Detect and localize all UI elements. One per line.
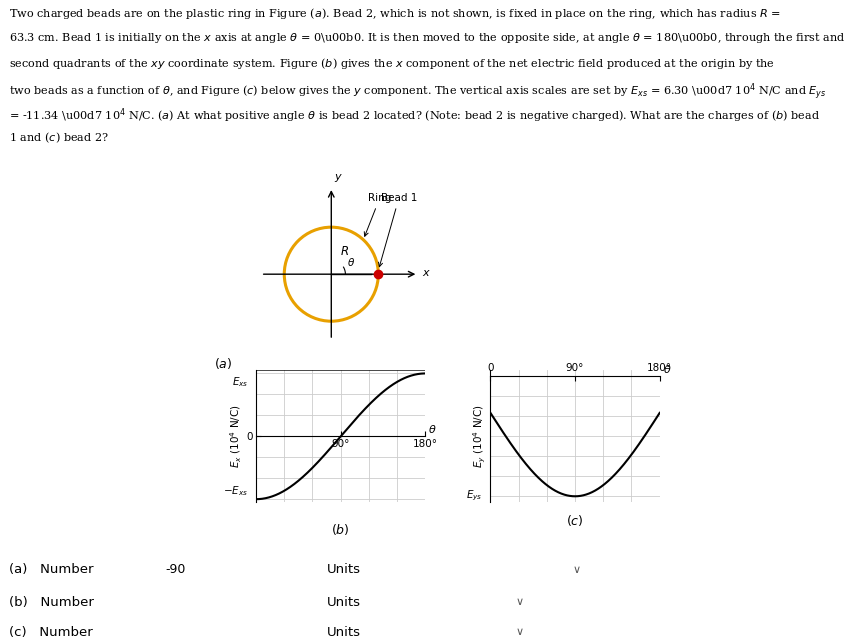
Text: $\theta$: $\theta$ <box>428 423 437 435</box>
Y-axis label: $E_y$ (10$^4$ N/C): $E_y$ (10$^4$ N/C) <box>471 404 488 468</box>
Text: i: i <box>143 626 148 639</box>
Text: $\theta$: $\theta$ <box>662 363 671 375</box>
Text: (b)   Number: (b) Number <box>9 596 94 609</box>
Text: i: i <box>143 596 148 609</box>
Text: Units: Units <box>327 564 361 576</box>
Text: ∨: ∨ <box>516 597 523 607</box>
Text: ∨: ∨ <box>573 565 582 575</box>
Text: $-E_{xs}$: $-E_{xs}$ <box>223 484 248 498</box>
Text: Ring: Ring <box>365 193 391 236</box>
Text: $(a)$: $(a)$ <box>214 356 232 371</box>
Text: 63.3 cm. Bead 1 is initially on the $x$ axis at angle $\theta$ = 0\u00b0. It is : 63.3 cm. Bead 1 is initially on the $x$ … <box>9 32 845 45</box>
Text: Bead 1: Bead 1 <box>378 193 417 267</box>
Text: i: i <box>143 564 148 576</box>
Text: $(c)$: $(c)$ <box>566 513 584 528</box>
Text: second quadrants of the $xy$ coordinate system. Figure ($b$) gives the $x$ compo: second quadrants of the $xy$ coordinate … <box>9 56 774 71</box>
Text: $E_{xs}$: $E_{xs}$ <box>232 375 248 388</box>
Text: Units: Units <box>327 596 361 609</box>
Text: $R$: $R$ <box>340 245 349 258</box>
Text: 1 and ($c$) bead 2?: 1 and ($c$) bead 2? <box>9 131 108 146</box>
Text: $x$: $x$ <box>422 269 431 278</box>
Text: two beads as a function of $\theta$, and Figure ($c$) below gives the $y$ compon: two beads as a function of $\theta$, and… <box>9 81 826 102</box>
Text: $(b)$: $(b)$ <box>332 522 350 537</box>
Text: Two charged beads are on the plastic ring in Figure ($a$). Bead 2, which is not : Two charged beads are on the plastic rin… <box>9 6 780 21</box>
Text: $y$: $y$ <box>333 172 343 184</box>
Text: (a)   Number: (a) Number <box>9 564 93 576</box>
Y-axis label: $E_x$ (10$^4$ N/C): $E_x$ (10$^4$ N/C) <box>228 404 244 468</box>
Text: -90: -90 <box>166 564 186 576</box>
Text: $\theta$: $\theta$ <box>347 256 355 268</box>
Text: Units: Units <box>327 626 361 639</box>
Text: $E_{ys}$: $E_{ys}$ <box>466 489 483 504</box>
Text: ∨: ∨ <box>516 627 523 638</box>
Text: = -11.34 \u00d7 10$^4$ N/C. ($a$) At what positive angle $\theta$ is bead 2 loca: = -11.34 \u00d7 10$^4$ N/C. ($a$) At wha… <box>9 106 819 124</box>
Text: (c)   Number: (c) Number <box>9 626 92 639</box>
